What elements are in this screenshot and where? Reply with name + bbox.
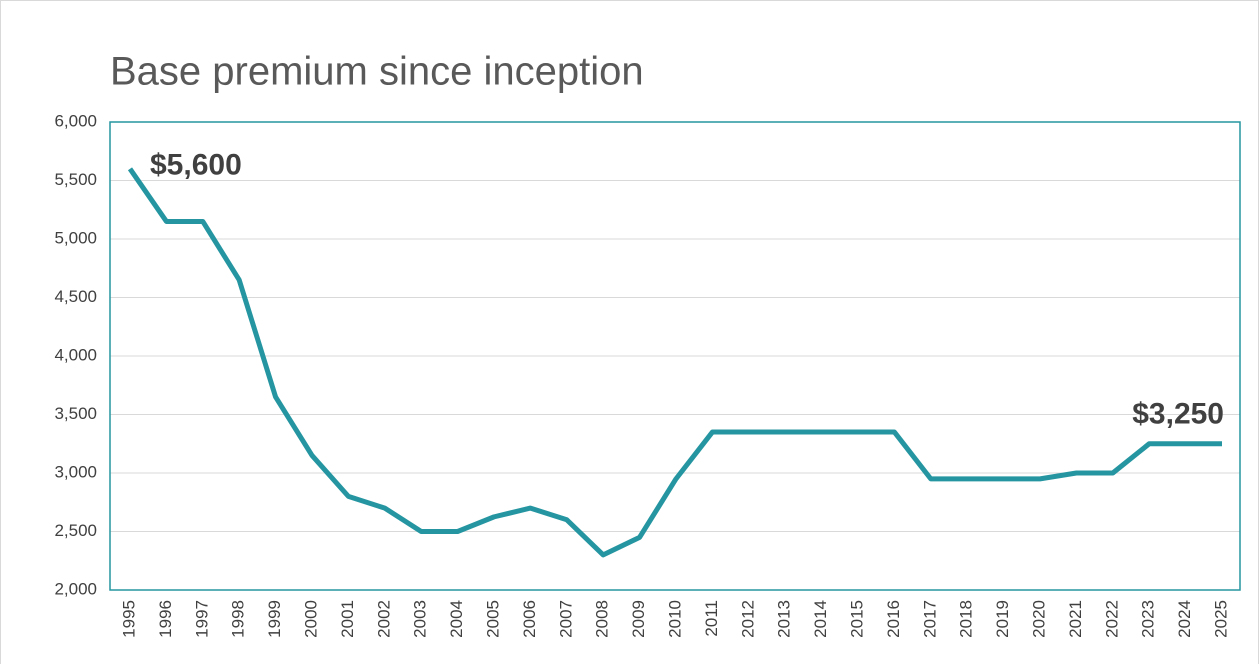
x-tick-label: 2017 — [920, 600, 939, 638]
x-tick-label: 2024 — [1175, 600, 1194, 638]
x-tick-label: 2019 — [993, 600, 1012, 638]
data-label: $5,600 — [150, 149, 242, 182]
y-tick-label: 5,500 — [54, 170, 97, 189]
x-tick-label: 2023 — [1139, 600, 1158, 638]
x-tick-label: 2000 — [301, 600, 320, 638]
x-tick-label: 2014 — [811, 600, 830, 638]
x-tick-label: 2011 — [702, 600, 721, 637]
x-tick-label: 2016 — [884, 600, 903, 638]
x-tick-label: 2010 — [665, 600, 684, 638]
y-tick-label: 2,500 — [54, 521, 97, 540]
x-tick-label: 2003 — [411, 600, 430, 638]
x-tick-label: 1999 — [265, 600, 284, 638]
x-tick-label: 2025 — [1211, 600, 1230, 638]
x-tick-label: 1996 — [156, 600, 175, 638]
x-tick-label: 2006 — [520, 600, 539, 638]
x-tick-label: 2012 — [738, 600, 757, 638]
x-tick-label: 2013 — [775, 600, 794, 638]
x-tick-label: 2005 — [483, 600, 502, 638]
y-tick-label: 3,500 — [54, 404, 97, 423]
x-tick-label: 1998 — [229, 600, 248, 638]
x-tick-label: 2020 — [1029, 600, 1048, 638]
y-tick-label: 4,000 — [54, 345, 97, 364]
x-tick-label: 2015 — [847, 600, 866, 638]
x-tick-label: 2001 — [338, 600, 357, 638]
y-tick-label: 2,000 — [54, 579, 97, 598]
x-tick-label: 2022 — [1102, 600, 1121, 638]
line — [127, 167, 1222, 558]
x-tick-label: 2009 — [629, 600, 648, 638]
plot-border — [109, 121, 1241, 591]
x-tick-label: 2008 — [593, 600, 612, 638]
y-tick-label: 4,500 — [54, 287, 97, 306]
y-tick-label: 6,000 — [54, 111, 97, 130]
y-tick-label: 3,000 — [54, 462, 97, 481]
chart-title: Base premium since inception — [110, 50, 644, 94]
data-label: $3,250 — [1132, 398, 1224, 431]
x-tick-label: 1997 — [192, 600, 211, 638]
x-tick-label: 2021 — [1066, 600, 1085, 638]
x-tick-label: 2018 — [957, 600, 976, 638]
x-tick-label: 1995 — [119, 600, 138, 638]
x-tick-label: 2002 — [374, 600, 393, 638]
x-tick-label: 2004 — [447, 600, 466, 638]
y-tick-label: 5,000 — [54, 228, 97, 247]
x-tick-label: 2007 — [556, 600, 575, 638]
